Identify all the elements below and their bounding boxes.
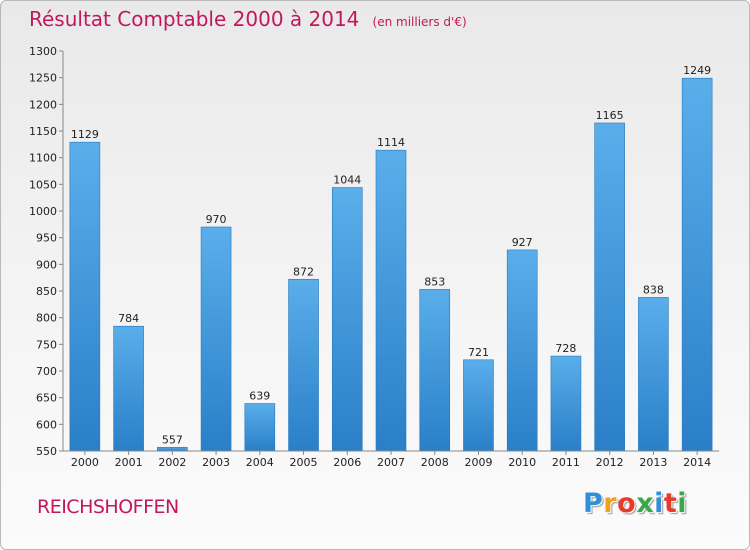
- x-tick-label: 2013: [639, 456, 667, 469]
- x-tick-label: 2008: [421, 456, 449, 469]
- x-tick-label: 2000: [71, 456, 99, 469]
- bar-value-label: 721: [468, 346, 489, 359]
- bar-value-label: 1165: [596, 109, 624, 122]
- y-tick-label: 900: [36, 258, 57, 271]
- proxiti-logo: Proxiti: [583, 488, 687, 519]
- x-tick-label: 2001: [115, 456, 143, 469]
- chart-title-main: Résultat Comptable 2000 à 2014: [29, 7, 360, 31]
- y-tick-label: 600: [36, 418, 57, 431]
- bar-value-label: 872: [293, 265, 314, 278]
- bar-value-label: 1114: [377, 136, 405, 149]
- bar: [113, 325, 144, 452]
- y-tick-label: 800: [36, 312, 57, 325]
- bar-value-label: 639: [249, 390, 270, 403]
- bar: [288, 278, 319, 452]
- x-tick-label: 2003: [202, 456, 230, 469]
- x-tick-label: 2005: [290, 456, 318, 469]
- logo-letter: i: [654, 488, 664, 519]
- bar: [506, 249, 538, 452]
- x-tick-label: 2004: [246, 456, 274, 469]
- y-tick-label: 1300: [29, 45, 57, 58]
- bar-value-label: 927: [512, 236, 533, 249]
- city-name: REICHSHOFFEN: [37, 496, 179, 518]
- bar-value-label: 1129: [71, 128, 99, 141]
- bar: [594, 122, 625, 452]
- logo-letter: x: [636, 488, 655, 519]
- y-tick-label: 1150: [29, 125, 57, 138]
- y-tick-label: 950: [36, 232, 57, 245]
- logo-letter: i: [677, 488, 688, 519]
- y-tick-label: 1050: [29, 178, 57, 191]
- bar: [419, 289, 451, 452]
- bar-value-label: 728: [555, 342, 576, 355]
- chart-title-unit: (en milliers d'€): [372, 15, 467, 29]
- bar: [550, 355, 582, 452]
- bar-value-label: 970: [206, 213, 227, 226]
- bar: [638, 297, 669, 452]
- y-tick-label: 750: [36, 338, 57, 351]
- logo-letter: t: [663, 488, 678, 519]
- bar: [375, 149, 407, 452]
- bar: [244, 403, 276, 452]
- bar-value-label: 1044: [333, 174, 361, 187]
- x-tick-label: 2009: [464, 456, 492, 469]
- y-tick-label: 1200: [29, 98, 57, 111]
- x-tick-label: 2011: [552, 456, 580, 469]
- y-tick-label: 550: [36, 445, 57, 458]
- bar-value-label: 838: [643, 283, 664, 296]
- bar-value-label: 557: [162, 433, 183, 446]
- bar: [681, 77, 713, 452]
- bar: [200, 226, 232, 452]
- y-tick-label: 650: [36, 392, 57, 405]
- x-tick-label: 2014: [683, 456, 711, 469]
- bar-value-label: 853: [424, 275, 445, 288]
- bar-value-label: 784: [118, 312, 139, 325]
- logo-letter: r: [603, 488, 618, 519]
- logo-letter: P: [583, 488, 604, 519]
- y-tick-label: 1250: [29, 72, 57, 85]
- y-tick-label: 850: [36, 285, 57, 298]
- x-tick-label: 2002: [158, 456, 186, 469]
- bar: [69, 141, 101, 452]
- logo-letter: o: [617, 488, 637, 519]
- x-tick-label: 2006: [333, 456, 361, 469]
- bar: [463, 359, 494, 452]
- x-tick-label: 2007: [377, 456, 405, 469]
- bar: [331, 187, 363, 452]
- bar: [157, 446, 188, 452]
- y-tick-label: 700: [36, 365, 57, 378]
- y-tick-label: 1100: [29, 152, 57, 165]
- x-tick-label: 2010: [508, 456, 536, 469]
- bar-value-label: 1249: [683, 64, 711, 77]
- x-tick-label: 2012: [596, 456, 624, 469]
- chart-title: Résultat Comptable 2000 à 2014 (en milli…: [29, 7, 467, 31]
- y-tick-label: 1000: [29, 205, 57, 218]
